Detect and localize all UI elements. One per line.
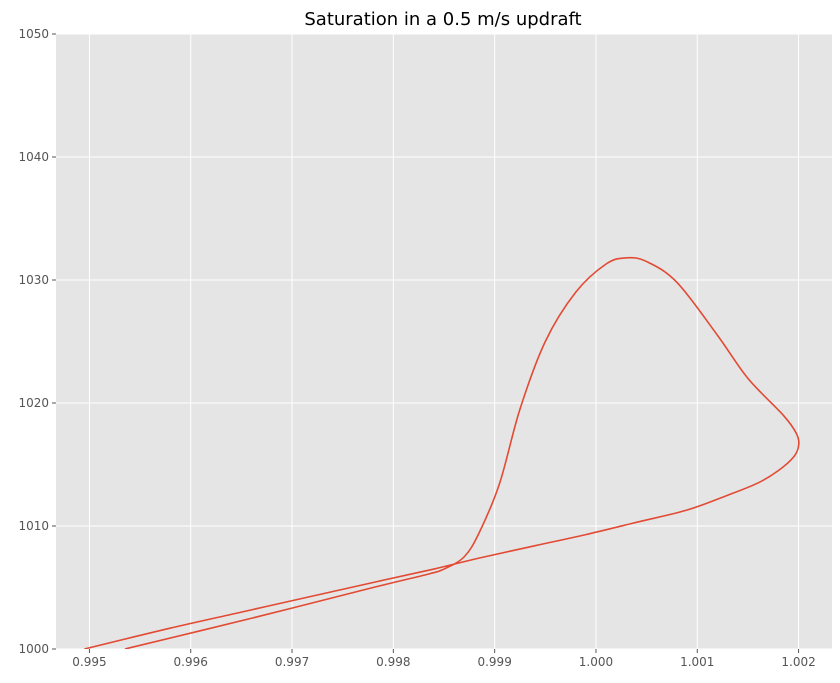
y-tick-label: 1010 xyxy=(18,519,49,533)
x-tick-labels: 0.995 0.996 0.997 0.998 0.999 1.000 1.001 1.002 xyxy=(72,655,815,669)
y-tick-label: 1000 xyxy=(18,642,49,656)
x-tick-label: 0.997 xyxy=(275,655,309,669)
x-tick-label: 0.998 xyxy=(376,655,410,669)
chart-title: Saturation in a 0.5 m/s updraft xyxy=(304,9,581,30)
y-tick-label: 1040 xyxy=(18,150,49,164)
x-tick-label: 1.002 xyxy=(781,655,815,669)
x-tick-label: 0.999 xyxy=(477,655,511,669)
series-layer xyxy=(84,256,800,649)
y-tick-label: 1050 xyxy=(18,27,49,41)
plot-area xyxy=(56,34,832,649)
y-tick-label: 1020 xyxy=(18,396,49,410)
x-tick-label: 1.000 xyxy=(579,655,613,669)
y-tick-labels: 1000 1010 1020 1030 1040 1050 xyxy=(18,27,49,656)
grid-lines xyxy=(56,33,832,650)
series-line xyxy=(84,256,800,649)
plot-background xyxy=(56,34,832,649)
x-tick-label: 0.995 xyxy=(72,655,106,669)
x-tick-label: 0.996 xyxy=(174,655,208,669)
tick-marks xyxy=(52,33,800,653)
x-tick-label: 1.001 xyxy=(680,655,714,669)
y-tick-label: 1030 xyxy=(18,273,49,287)
